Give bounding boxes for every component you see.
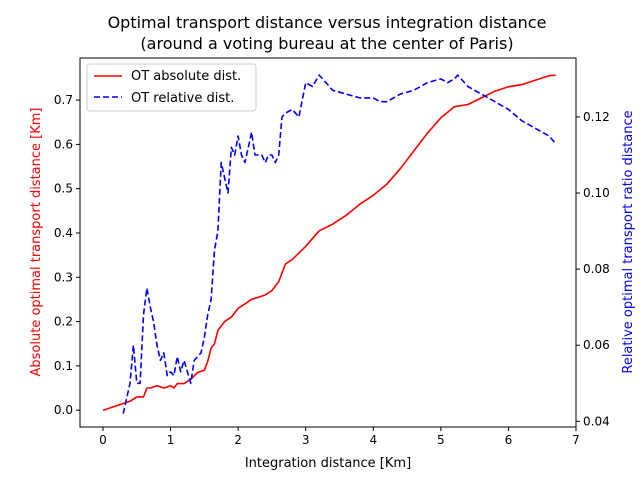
y-left-tick-label: 0.1: [54, 359, 73, 373]
y-right-tick-label: 0.12: [583, 110, 610, 124]
y-left-tick-label: 0.6: [54, 137, 73, 151]
x-tick-label: 1: [167, 433, 175, 447]
x-tick-label: 7: [572, 433, 580, 447]
y-left-tick-label: 0.3: [54, 270, 73, 284]
series-layer: [102, 74, 557, 414]
y-right-axis-ticks: 0.04 0.06 0.08 0.10 0.12: [576, 110, 610, 428]
y-left-tick-label: 0.0: [54, 403, 73, 417]
x-tick-label: 6: [505, 433, 513, 447]
series-line-ot-relative: [122, 74, 557, 414]
y-left-tick-label: 0.4: [54, 226, 73, 240]
chart-title-line2: (around a voting bureau at the center of…: [140, 34, 513, 53]
y-left-tick-label: 0.7: [54, 93, 73, 107]
y-left-tick-label: 0.2: [54, 315, 73, 329]
series-line-ot-absolute: [102, 74, 556, 411]
legend-label-absolute: OT absolute dist.: [131, 69, 241, 84]
x-tick-label: 4: [369, 433, 377, 447]
x-axis-label: Integration distance [Km]: [245, 456, 411, 471]
x-tick-label: 5: [437, 433, 445, 447]
plot-frame: [79, 57, 577, 428]
y-right-tick-label: 0.04: [583, 414, 610, 428]
x-tick-label: 0: [99, 433, 107, 447]
legend: OT absolute dist. OT relative dist.: [86, 63, 257, 112]
x-axis-ticks: 0 1 2 3 4 5 6 7: [99, 427, 580, 447]
x-tick-label: 3: [302, 433, 310, 447]
x-tick-label: 2: [234, 433, 242, 447]
y-right-tick-label: 0.10: [583, 186, 610, 200]
y-left-tick-label: 0.5: [54, 182, 73, 196]
legend-label-relative: OT relative dist.: [131, 91, 234, 106]
y-right-axis-label: Relative optimal transport ratio distanc…: [621, 110, 636, 373]
y-right-tick-label: 0.06: [583, 338, 610, 352]
legend-box: [86, 63, 257, 112]
y-left-axis-label: Absolute optimal transport distance [Km]: [29, 108, 44, 377]
y-right-tick-label: 0.08: [583, 262, 610, 276]
y-left-axis-ticks: 0.0 0.1 0.2 0.3 0.4 0.5 0.6 0.7: [54, 93, 80, 417]
chart-title-line1: Optimal transport distance versus integr…: [108, 13, 547, 32]
